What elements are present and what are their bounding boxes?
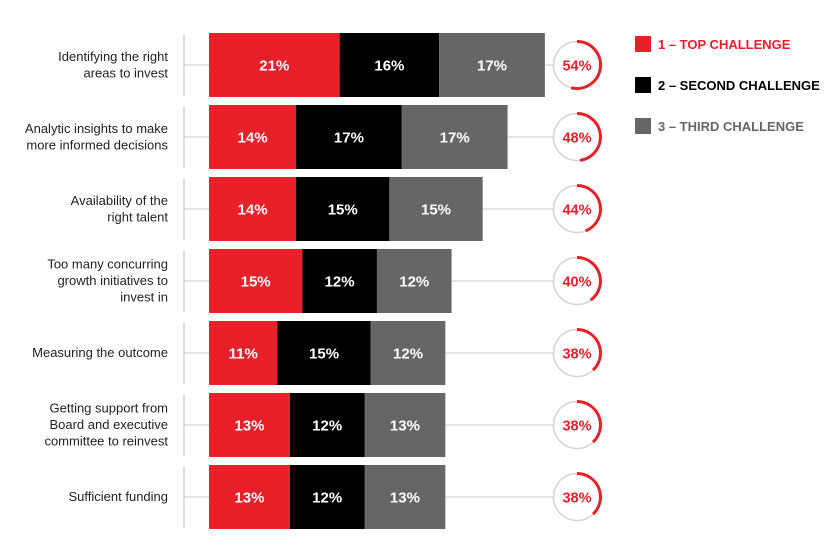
bar-value-label: 15% [421,202,451,219]
total-ring-arc [576,112,602,162]
bar-segment [302,249,377,313]
total-ring-arc [576,184,602,233]
bar-segment [296,177,390,241]
legend-label: 3 – THIRD CHALLENGE [658,119,804,134]
total-value-label: 54% [562,59,591,75]
bar-value-label: 17% [440,130,470,147]
bar-value-label: 11% [229,346,258,363]
bar-value-label: 21% [259,58,289,75]
legend-swatch [635,77,651,93]
bar-segment [439,33,545,97]
legend-swatch [635,118,651,134]
category-label: Availability of the [71,193,168,208]
bar-segment [401,105,508,169]
category-label: growth initiatives to [57,273,168,288]
bar-value-label: 17% [334,130,364,147]
bar-value-label: 13% [390,490,420,507]
bar-segments: 21% 16% 17% 14% 17% 17% 14% 15% 15% 15% 12% 12% 11% 1… [209,33,545,529]
bar-segment [364,393,446,457]
bar-value-label: 15% [309,346,339,363]
bar-value-label: 12% [399,274,429,291]
total-ring-arc [576,400,602,444]
bar-value-label: 16% [374,58,404,75]
category-label: more informed decisions [26,137,168,152]
legend-label: 1 – TOP CHALLENGE [658,37,791,52]
total-value-label: 40% [562,275,591,291]
total-ring-arc [576,256,602,302]
bar-segment [376,249,452,313]
bar-segment [209,177,297,241]
bar-value-label: 15% [241,274,271,291]
bar-value-label: 12% [312,418,342,435]
total-value-label: 38% [562,419,591,435]
bar-segment [289,465,365,529]
bar-value-label: 12% [393,346,423,363]
bar-segment [209,105,297,169]
bar-segment [209,249,303,313]
total-rings: 54% 48% 44% 40% 38% 38% 38% [552,40,602,522]
category-label: committee to reinvest [44,434,168,449]
bar-value-label: 13% [390,418,420,435]
bar-value-label: 12% [312,490,342,507]
bar-segment [277,321,371,385]
category-label: Getting support from [50,401,169,416]
bar-segment [296,105,402,169]
legend-label: 2 – SECOND CHALLENGE [658,78,820,93]
total-ring-arc [576,472,602,516]
category-label: invest in [120,290,168,305]
bar-segment [339,33,440,97]
total-value-label: 44% [562,203,591,219]
category-label: Sufficient funding [69,489,169,504]
total-ring-arc [570,40,602,90]
category-label: areas to invest [83,65,168,80]
bar-value-label: 15% [328,202,358,219]
bar-segment [289,393,365,457]
total-value-label: 48% [562,131,591,147]
bar-segment [389,177,483,241]
category-label: Measuring the outcome [32,345,168,360]
bar-value-label: 13% [234,418,264,435]
category-label: Board and executive [49,417,168,432]
bar-value-label: 14% [238,202,268,219]
bar-segment [364,465,446,529]
category-label: right talent [107,209,168,224]
bar-segment [370,321,446,385]
legend-swatch [635,36,651,52]
bar-segment [209,321,278,385]
bar-value-label: 14% [238,130,268,147]
bar-value-label: 17% [477,58,507,75]
bar-value-label: 12% [325,274,355,291]
bar-value-label: 13% [234,490,264,507]
category-label: Identifying the right [58,49,168,64]
category-label: Analytic insights to make [25,121,168,136]
bar-segment [209,33,340,97]
total-value-label: 38% [562,491,591,507]
category-label: Too many concurring [47,257,168,272]
legend: 1 – TOP CHALLENGE 2 – SECOND CHALLENGE 3 –… [635,36,820,134]
total-ring-arc [576,328,602,372]
total-value-label: 38% [562,347,591,363]
bar-segment [209,465,290,529]
bar-segment [209,393,290,457]
